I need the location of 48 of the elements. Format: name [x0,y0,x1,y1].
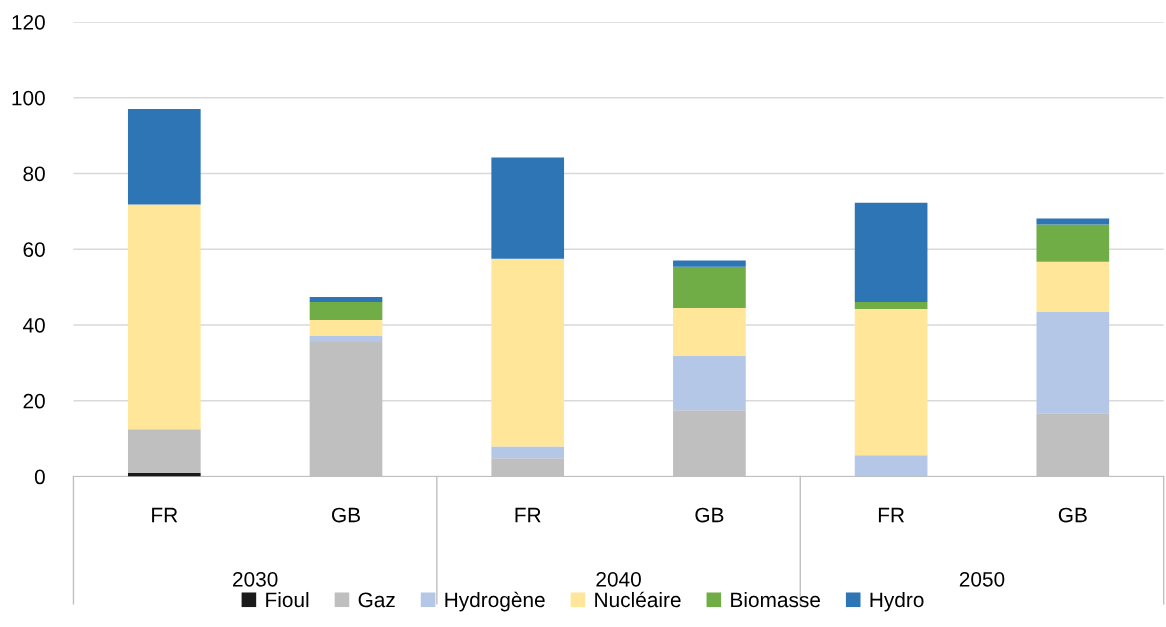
legend-label: Gaz [358,592,395,608]
text: 2030 [233,571,278,587]
legend-label: Nucléaire [595,591,681,608]
bar [309,335,383,343]
legend-label: Hydrogène [445,591,545,612]
bar [1036,218,1110,225]
y-tick-label: 80 [23,166,45,182]
y-tick-label: 100 [12,90,45,106]
bar [673,266,746,308]
bar [309,320,383,336]
x-tick-label: GB [1058,507,1087,523]
bar [127,429,201,473]
legend-label: Hydro [870,591,924,612]
y-tick-label: 0 [34,469,45,485]
bar [127,109,201,205]
x-tick-label: GB [332,507,360,523]
bar [309,301,383,321]
text: 2050 [959,571,1005,587]
y-tick-label: 120 [12,14,45,30]
x-tick-label: FR [878,507,905,523]
bar [309,296,383,302]
bar [1036,261,1110,313]
bar [127,204,201,430]
bar [673,307,746,357]
bar [1036,224,1110,262]
bar [309,342,383,477]
y-tick-label: 60 [23,242,45,257]
bar [673,356,746,411]
x-tick-label: FR [152,507,178,523]
bar [491,458,565,477]
bar [491,157,565,259]
bar [854,202,928,302]
bar [854,455,928,477]
bar [491,446,565,459]
bar [854,301,928,310]
bar [854,309,928,456]
bar [673,260,746,267]
bar [1036,312,1110,414]
legend-label: Fioul [266,591,309,608]
x-tick-label: GB [695,507,724,523]
legend-label: Biomasse [731,591,820,608]
bar [673,410,746,477]
text: 2040 [596,571,641,587]
bar [491,258,565,447]
bar [1036,413,1110,477]
y-tick-label: 20 [23,393,45,409]
y-tick-label: 40 [22,318,45,333]
x-tick-label: FR [515,507,541,523]
